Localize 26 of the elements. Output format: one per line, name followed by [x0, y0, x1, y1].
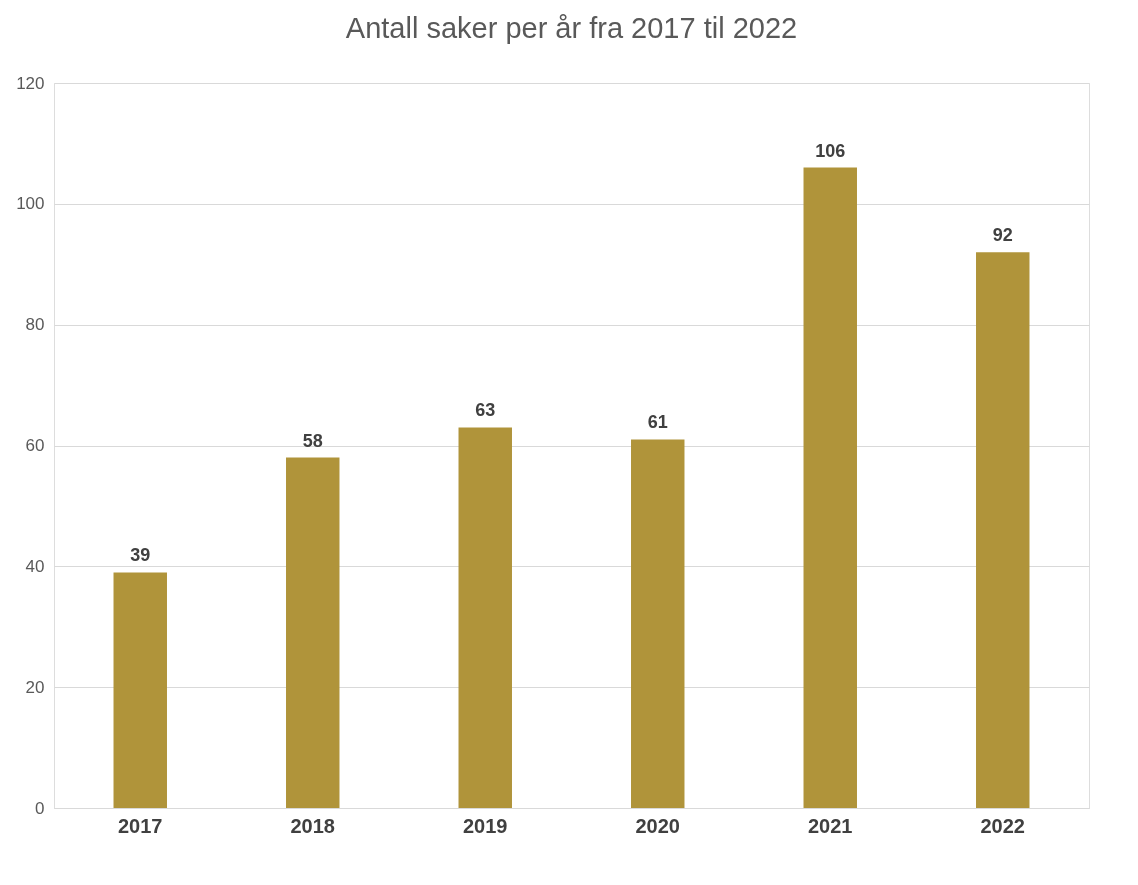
x-tick-label: 2017 [118, 814, 163, 837]
y-tick-label: 100 [16, 194, 45, 214]
y-tick-label: 0 [35, 798, 45, 818]
y-tick-label: 20 [25, 677, 45, 697]
y-tick-label: 120 [16, 73, 45, 93]
x-tick-label: 2018 [290, 814, 335, 837]
bar [631, 439, 685, 808]
data-label: 39 [130, 545, 151, 566]
bar [803, 167, 857, 808]
data-label: 92 [992, 225, 1013, 246]
data-label: 58 [302, 430, 323, 451]
y-tick-label: 80 [25, 315, 45, 335]
chart-title: Antall saker per år fra 2017 til 2022 [345, 12, 798, 44]
x-tick-label: 2022 [980, 814, 1025, 837]
data-label: 63 [475, 400, 496, 421]
y-tick-label: 60 [25, 436, 45, 455]
bar [113, 572, 167, 808]
bar [286, 457, 340, 808]
data-label: 106 [815, 140, 846, 161]
y-tick-label: 40 [25, 556, 45, 576]
bar [976, 252, 1030, 808]
x-tick-label: 2020 [635, 814, 680, 837]
bar [458, 427, 512, 808]
x-tick-label: 2021 [808, 814, 853, 837]
x-tick-label: 2019 [463, 814, 508, 837]
data-label: 61 [647, 412, 668, 433]
